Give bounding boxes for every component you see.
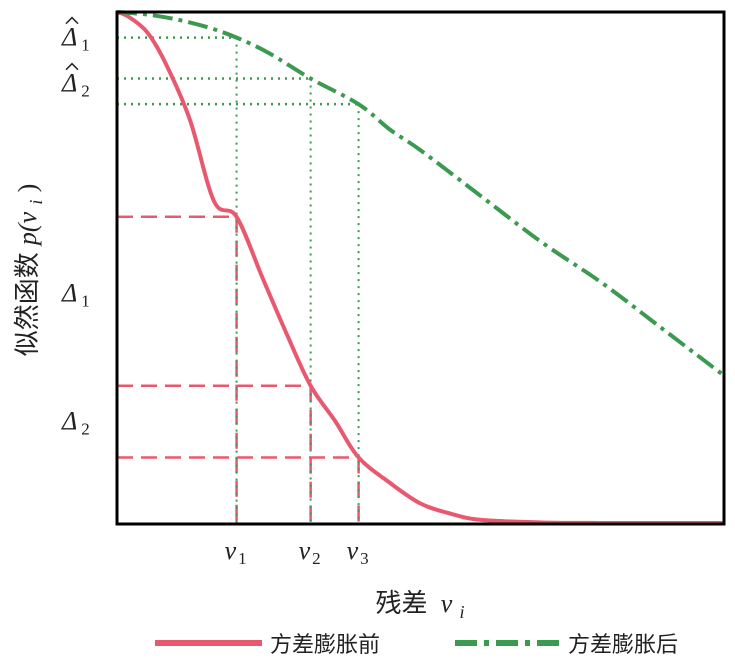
plot-frame	[115, 10, 726, 526]
y-axis-label: 似然函数 p(v i )	[12, 184, 48, 357]
hat-mark-4	[65, 62, 79, 71]
legend: 方差膨胀前 方差膨胀后	[155, 632, 678, 657]
labels-layer: v 1 v 2 v 3 Δ 1 Δ 2 Δ 1 Δ 2	[61, 16, 369, 568]
x-axis-label: 残差 v i	[375, 588, 464, 622]
legend-label-before: 方差膨胀前	[270, 632, 380, 657]
series-line-1	[116, 10, 724, 526]
guide-lines	[117, 36, 360, 524]
legend-label-after: 方差膨胀后	[568, 632, 678, 657]
hat-mark-3	[65, 16, 79, 25]
series-line-2	[116, 10, 726, 378]
series-layer	[116, 10, 726, 526]
